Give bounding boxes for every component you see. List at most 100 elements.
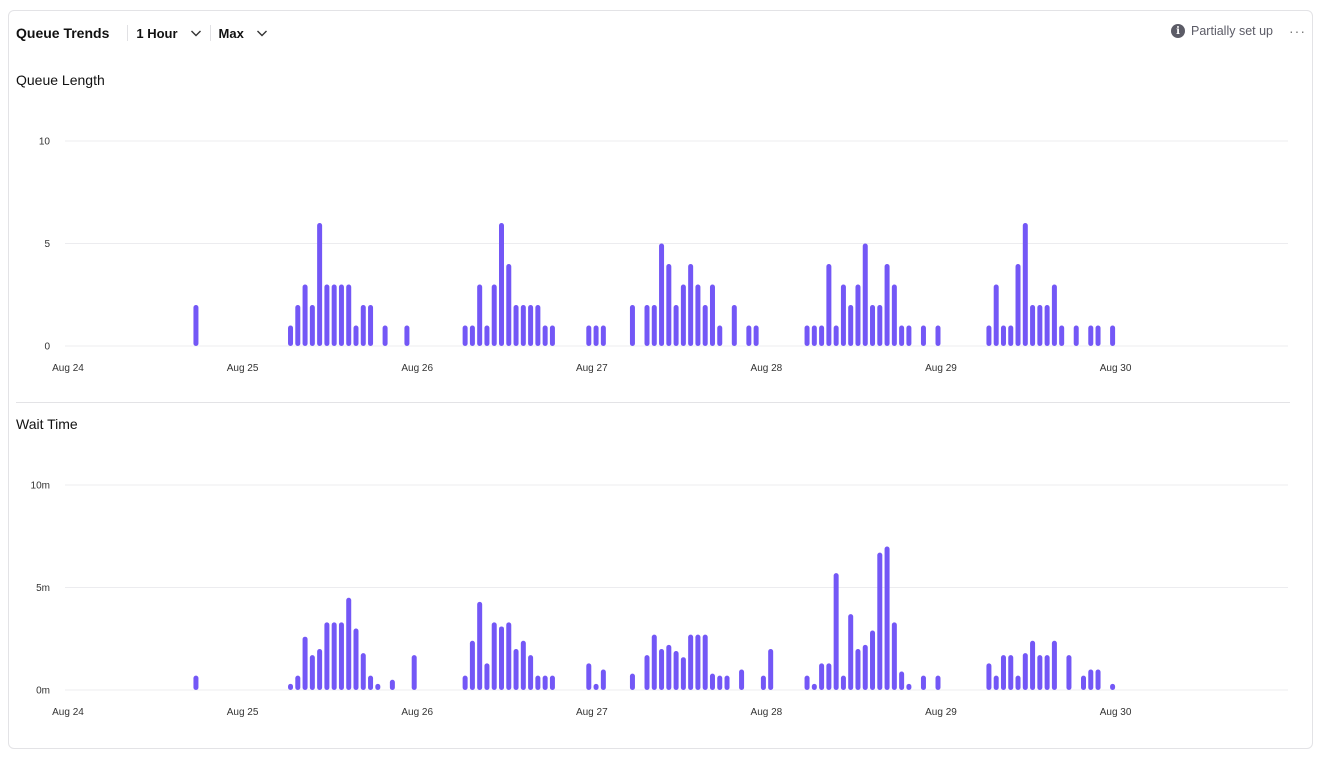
- bar[interactable]: [360, 653, 366, 690]
- bar[interactable]: [1022, 653, 1028, 690]
- bar[interactable]: [659, 649, 665, 690]
- bar[interactable]: [1030, 305, 1036, 346]
- bar[interactable]: [986, 663, 992, 690]
- bar[interactable]: [593, 683, 599, 690]
- bar[interactable]: [891, 622, 897, 690]
- bar[interactable]: [477, 284, 483, 347]
- bar[interactable]: [1037, 305, 1043, 346]
- bar[interactable]: [1088, 669, 1094, 691]
- bar[interactable]: [724, 675, 730, 690]
- bar[interactable]: [331, 284, 337, 347]
- bar[interactable]: [760, 675, 766, 690]
- bar[interactable]: [855, 649, 861, 690]
- bar[interactable]: [302, 636, 308, 690]
- bar[interactable]: [666, 264, 672, 346]
- bar[interactable]: [906, 683, 912, 690]
- bar[interactable]: [302, 284, 308, 347]
- bar[interactable]: [702, 305, 708, 346]
- bar[interactable]: [338, 622, 344, 690]
- bar[interactable]: [542, 675, 548, 690]
- bar[interactable]: [877, 552, 883, 690]
- bar[interactable]: [535, 675, 541, 690]
- bar[interactable]: [659, 243, 665, 347]
- bar[interactable]: [1095, 325, 1101, 347]
- bar[interactable]: [338, 284, 344, 347]
- bar[interactable]: [986, 325, 992, 347]
- bar[interactable]: [673, 651, 679, 690]
- bar[interactable]: [375, 683, 381, 690]
- bar[interactable]: [877, 305, 883, 346]
- bar[interactable]: [528, 305, 534, 346]
- bar[interactable]: [469, 325, 475, 347]
- bar[interactable]: [768, 649, 774, 690]
- bar[interactable]: [360, 305, 366, 346]
- bar[interactable]: [804, 675, 810, 690]
- bar[interactable]: [1015, 675, 1021, 690]
- bar[interactable]: [499, 626, 504, 690]
- bar[interactable]: [819, 325, 825, 347]
- bar[interactable]: [1051, 284, 1057, 347]
- bar[interactable]: [1022, 223, 1028, 346]
- bar[interactable]: [862, 243, 868, 347]
- bar[interactable]: [309, 655, 315, 690]
- bar[interactable]: [1000, 655, 1006, 690]
- bar[interactable]: [586, 325, 592, 347]
- bar[interactable]: [600, 669, 606, 691]
- bar[interactable]: [513, 649, 519, 690]
- bar[interactable]: [993, 284, 999, 347]
- bar[interactable]: [688, 634, 694, 690]
- bar[interactable]: [549, 675, 555, 690]
- bar[interactable]: [899, 325, 905, 347]
- bar[interactable]: [506, 264, 512, 346]
- bar[interactable]: [695, 284, 701, 347]
- bar[interactable]: [651, 305, 657, 346]
- bar[interactable]: [695, 634, 701, 690]
- bar[interactable]: [1044, 305, 1050, 346]
- more-horizontal-icon[interactable]: ···: [1289, 23, 1306, 39]
- bar[interactable]: [317, 223, 323, 346]
- bar[interactable]: [1037, 655, 1043, 690]
- bar[interactable]: [993, 675, 999, 690]
- bar[interactable]: [629, 305, 635, 346]
- bar[interactable]: [717, 325, 723, 347]
- bar[interactable]: [848, 305, 854, 346]
- bar[interactable]: [644, 305, 650, 346]
- bar[interactable]: [666, 644, 672, 690]
- bar[interactable]: [746, 325, 752, 347]
- bar[interactable]: [353, 628, 359, 691]
- bar[interactable]: [309, 305, 315, 346]
- bar[interactable]: [491, 622, 497, 690]
- bar[interactable]: [389, 679, 395, 690]
- bar[interactable]: [586, 663, 592, 690]
- bar[interactable]: [833, 325, 839, 347]
- bar[interactable]: [855, 284, 861, 347]
- bar[interactable]: [709, 284, 715, 347]
- bar[interactable]: [629, 673, 635, 690]
- bar[interactable]: [462, 325, 468, 347]
- bar[interactable]: [709, 673, 715, 690]
- bar[interactable]: [1095, 669, 1101, 691]
- setup-status[interactable]: i Partially set up ···: [1171, 23, 1306, 39]
- bar[interactable]: [193, 305, 199, 346]
- bar[interactable]: [404, 325, 410, 347]
- bar[interactable]: [739, 669, 745, 691]
- bar[interactable]: [680, 284, 686, 347]
- bar[interactable]: [1110, 325, 1116, 347]
- bar[interactable]: [193, 675, 199, 690]
- bar[interactable]: [884, 264, 890, 346]
- bar[interactable]: [499, 223, 504, 346]
- bar[interactable]: [462, 675, 468, 690]
- bar[interactable]: [1059, 325, 1065, 347]
- bar[interactable]: [1110, 683, 1116, 690]
- bar[interactable]: [1066, 655, 1072, 690]
- bar[interactable]: [542, 325, 548, 347]
- bar[interactable]: [382, 325, 388, 347]
- bar[interactable]: [288, 683, 294, 690]
- bar[interactable]: [688, 264, 694, 346]
- bar[interactable]: [819, 663, 825, 690]
- bar[interactable]: [331, 622, 337, 690]
- bar[interactable]: [288, 325, 294, 347]
- bar[interactable]: [1051, 640, 1057, 690]
- aggregation-dropdown[interactable]: Max: [211, 26, 276, 41]
- bar[interactable]: [899, 671, 905, 690]
